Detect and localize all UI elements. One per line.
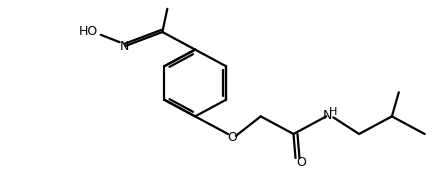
Text: O: O (227, 131, 236, 144)
Text: O: O (296, 156, 306, 169)
Text: H: H (328, 107, 337, 117)
Text: N: N (120, 40, 129, 53)
Text: HO: HO (79, 26, 98, 38)
Text: N: N (322, 109, 331, 122)
